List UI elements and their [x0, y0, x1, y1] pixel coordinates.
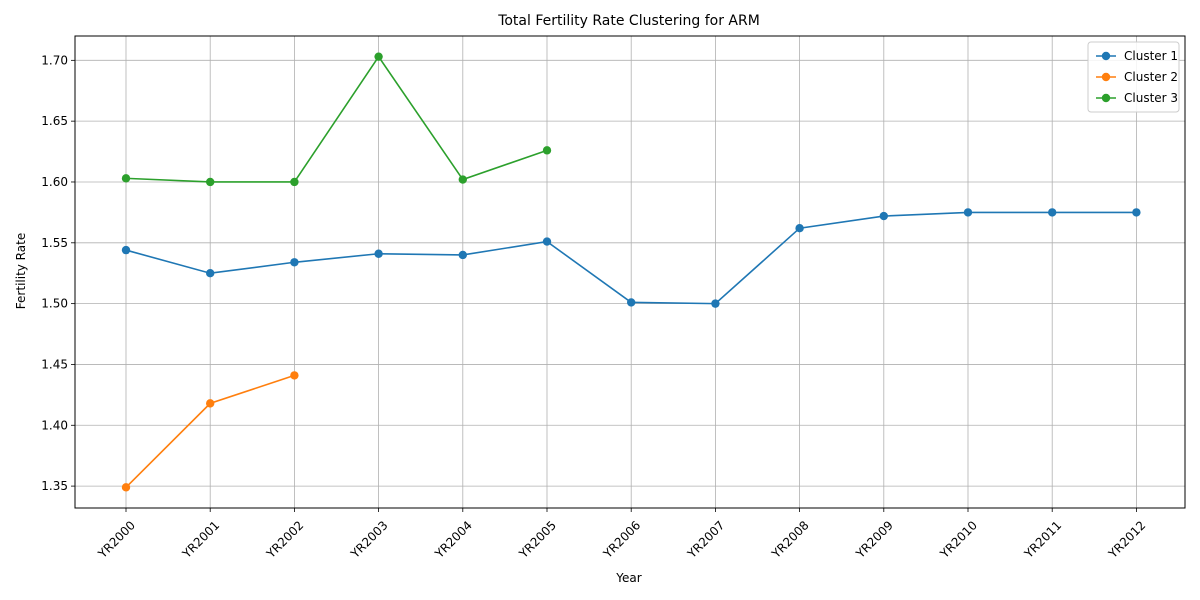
y-tick-label: 1.55	[41, 236, 68, 250]
data-point	[795, 224, 804, 233]
data-point	[627, 298, 636, 307]
y-tick-label: 1.70	[41, 53, 68, 67]
legend-item: Cluster 1	[1096, 49, 1178, 63]
y-tick-label: 1.65	[41, 114, 68, 128]
y-tick-label: 1.40	[41, 418, 68, 432]
data-point	[963, 208, 973, 217]
legend-label: Cluster 3	[1124, 91, 1178, 105]
legend-label: Cluster 2	[1124, 70, 1178, 84]
legend: Cluster 1 Cluster 2 Cluster 3	[1087, 41, 1180, 113]
data-point	[121, 245, 131, 255]
y-tick-label: 1.45	[41, 357, 68, 371]
data-point	[121, 174, 131, 183]
data-point	[206, 399, 215, 408]
legend-swatch-marker	[1101, 93, 1111, 103]
legend-item: Cluster 2	[1096, 70, 1178, 84]
legend-item: Cluster 3	[1096, 91, 1178, 105]
data-point	[542, 146, 552, 155]
data-point	[206, 177, 215, 187]
data-point	[1048, 208, 1057, 217]
y-tick-label: 1.60	[41, 175, 68, 189]
series-2	[121, 371, 299, 492]
legend-swatch-marker	[1101, 51, 1111, 61]
data-point	[542, 237, 552, 246]
data-point	[458, 175, 467, 184]
data-point	[290, 371, 299, 380]
data-point	[290, 258, 299, 267]
x-axis-label: Year	[615, 571, 641, 585]
data-point	[879, 211, 888, 221]
data-point	[711, 299, 720, 308]
y-tick-label: 1.50	[41, 297, 68, 311]
y-tick-label: 1.35	[41, 479, 68, 493]
data-point	[1132, 208, 1141, 217]
series-1	[121, 208, 1141, 308]
chart-title: Total Fertility Rate Clustering for ARM	[497, 13, 760, 29]
data-point	[206, 269, 215, 278]
legend-label: Cluster 1	[1124, 49, 1178, 63]
legend-swatch-marker	[1101, 72, 1111, 82]
legend-box	[1087, 41, 1180, 113]
y-axis-label: Fertility Rate	[14, 233, 28, 309]
series-3	[121, 52, 552, 187]
data-point	[374, 52, 383, 61]
plot-frame	[74, 35, 1186, 509]
data-point	[374, 249, 383, 258]
data-point	[458, 250, 467, 260]
data-point	[121, 483, 131, 492]
series-layer	[121, 52, 1141, 492]
series-line	[125, 55, 548, 183]
data-point	[290, 177, 299, 187]
